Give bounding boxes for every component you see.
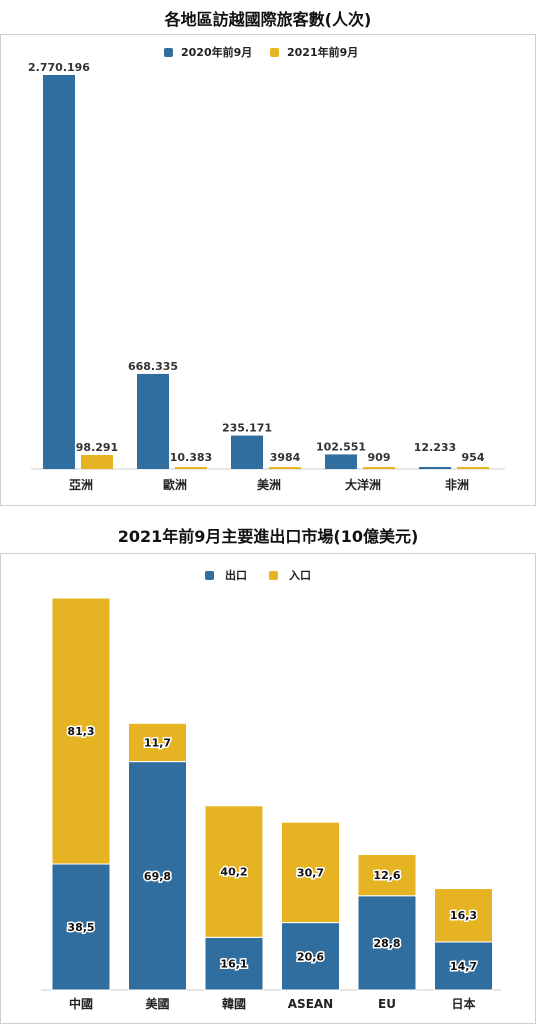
legend-label-2021: 2021年前9月: [287, 45, 358, 59]
bar-import-4: [357, 854, 417, 897]
bar-import-0: [51, 597, 111, 865]
bar-2020-4: [419, 467, 451, 469]
bar-2021-1: [175, 467, 207, 469]
category-label-4: EU: [378, 997, 396, 1011]
data-label-export-1: 69,8: [144, 870, 171, 883]
bar-2021-0: [81, 455, 113, 469]
data-label-2021-1: 10.383: [170, 451, 212, 464]
data-label-2021-3: 909: [368, 451, 391, 464]
bar-import-1: [128, 722, 187, 763]
data-label-export-4: 28,8: [373, 937, 400, 950]
category-label-1: 歐洲: [163, 477, 187, 492]
chart2-title: 2021年前9月主要進出口市場(10億美元): [117, 527, 419, 546]
data-label-2020-4: 12.233: [414, 441, 456, 454]
bar-export-3: [281, 922, 340, 991]
category-label-4: 非洲: [445, 477, 469, 492]
bar-export-4: [357, 895, 417, 991]
chart1-title: 各地區訪越國際旅客數(人次): [164, 10, 372, 29]
category-label-3: 大洋洲: [345, 477, 381, 492]
category-label-2: 韓國: [222, 996, 246, 1011]
data-label-2021-2: 3984: [270, 451, 301, 464]
data-label-2021-4: 954: [462, 451, 485, 464]
legend-swatch-2020: [164, 48, 173, 57]
bar-2020-3: [325, 454, 357, 469]
data-label-import-5: 16,3: [450, 909, 477, 922]
data-label-import-2: 40,2: [220, 866, 247, 879]
data-label-export-5: 14,7: [450, 960, 477, 973]
category-label-2: 美洲: [257, 477, 281, 492]
data-label-2021-0: 98.291: [76, 441, 118, 454]
category-label-1: 美國: [145, 996, 169, 1011]
legend-label-export: 出口: [225, 568, 247, 582]
data-label-2020-2: 235.171: [222, 422, 272, 435]
bar-import-3: [281, 821, 340, 924]
data-label-export-3: 20,6: [297, 950, 324, 963]
bar-export-2: [204, 936, 264, 991]
bar-2021-3: [363, 467, 395, 469]
category-label-0: 亞洲: [69, 478, 93, 492]
bar-2020-2: [231, 435, 263, 469]
bar-import-2: [204, 805, 264, 938]
bar-2021-2: [269, 467, 301, 469]
data-label-2020-1: 668.335: [128, 360, 178, 373]
data-label-import-3: 30,7: [297, 866, 324, 879]
chart2-panel: 出口 入口 38,5 81,3 中國 69,8 11,7 美國 16,1 40,2 韓國 20,6 30…: [0, 553, 536, 1024]
bar-2020-0: [43, 75, 75, 469]
data-label-export-2: 16,1: [220, 958, 247, 971]
bar-2021-4: [457, 467, 489, 469]
legend-swatch-import: [269, 571, 278, 580]
legend-label-import: 入口: [289, 569, 311, 582]
legend-swatch-export: [205, 571, 214, 580]
data-label-import-1: 11,7: [144, 736, 171, 749]
bar-export-5: [434, 941, 493, 991]
data-label-export-0: 38,5: [67, 921, 94, 934]
data-label-import-4: 12,6: [373, 869, 400, 882]
bar-import-5: [434, 888, 493, 943]
data-label-import-0: 81,3: [67, 725, 94, 738]
chart1-panel: 2020年前9月 2021年前9月 2.770.196 98.291 亞洲 668.335…: [0, 34, 536, 506]
legend-label-2020: 2020年前9月: [181, 45, 252, 59]
bar-export-1: [128, 761, 187, 991]
category-label-0: 中國: [69, 996, 93, 1011]
bar-2020-1: [137, 373, 169, 469]
category-label-5: 日本: [451, 996, 475, 1011]
bar-export-0: [51, 863, 111, 991]
category-label-3: ASEAN: [288, 997, 333, 1011]
legend-swatch-2021: [270, 48, 279, 57]
chart2-svg: 出口 入口 38,5 81,3 中國 69,8 11,7 美國 16,1 40,2 韓國 20,6 30…: [41, 568, 501, 1011]
chart1-svg: 2020年前9月 2021年前9月 2.770.196 98.291 亞洲 668.335…: [27, 45, 505, 492]
data-label-2020-3: 102.551: [316, 440, 366, 453]
data-label-2020-0: 2.770.196: [28, 61, 90, 74]
